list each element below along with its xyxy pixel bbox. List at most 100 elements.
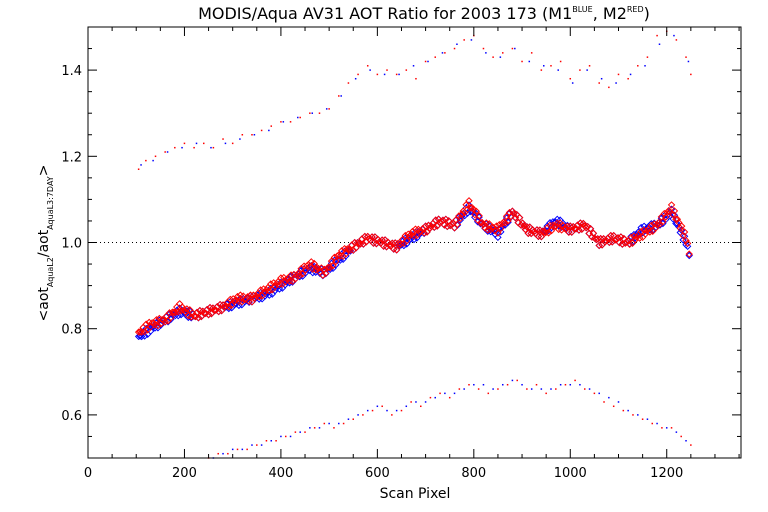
series-1-point: [194, 314, 203, 322]
series-1-point: [336, 252, 344, 260]
series-1-point: [337, 247, 346, 255]
series-2-point: [434, 56, 436, 58]
series-1-point: [246, 291, 255, 299]
series-1-point: [356, 240, 365, 248]
series-4-point: [439, 392, 441, 395]
series-4-point: [593, 392, 596, 395]
series-4-point: [381, 405, 383, 408]
series-4-point: [342, 422, 345, 425]
series-2-point: [231, 142, 234, 145]
series-4-point: [265, 440, 268, 442]
series-1-point: [637, 227, 645, 236]
series-2-point: [366, 65, 369, 67]
series-2-point: [137, 168, 140, 170]
series-1-point: [293, 271, 301, 279]
series-1-point: [676, 224, 684, 232]
series-5-point: [241, 448, 244, 451]
series-1-point: [332, 257, 340, 266]
series-1-point: [544, 229, 553, 237]
series-3-point: [514, 47, 516, 50]
series-5-point: [473, 383, 475, 386]
series-2-point: [193, 146, 195, 149]
series-1-point: [296, 271, 304, 280]
series-4-point: [313, 427, 316, 429]
series-1-point: [216, 300, 224, 309]
series-5-point: [530, 388, 533, 390]
series-5-point: [540, 388, 543, 390]
series-1-point: [161, 318, 169, 326]
series-5-point: [231, 448, 234, 451]
series-4-point: [448, 396, 451, 399]
y-tick-label: 1.2: [61, 150, 82, 165]
series-1-point: [680, 228, 689, 236]
series-1-point: [595, 241, 603, 250]
series-1-point: [685, 250, 693, 258]
series-1-point: [541, 228, 550, 237]
series-3-point: [268, 129, 270, 132]
series-2-point: [521, 60, 523, 63]
series-1-point: [285, 277, 294, 285]
series-1-point: [553, 219, 561, 227]
series-2-point: [174, 146, 176, 149]
title-sup-red: RED: [627, 5, 644, 14]
x-tick-label: 1000: [554, 466, 587, 481]
series-1-point: [320, 265, 329, 274]
series-4-point: [256, 444, 258, 446]
series-5-point: [617, 401, 620, 403]
series-1-point: [355, 239, 363, 248]
series-5-point: [415, 401, 417, 403]
series-1-point: [586, 225, 595, 233]
series-2-point: [251, 134, 253, 136]
series-3-point: [297, 116, 299, 119]
series-0-point: [410, 235, 418, 244]
series-1-point: [303, 262, 311, 270]
series-1-point: [492, 222, 501, 230]
series-1-point: [521, 225, 530, 234]
series-4-point: [680, 435, 682, 438]
series-3-point: [470, 39, 473, 41]
series-5-point: [521, 383, 523, 386]
series-1-point: [625, 240, 634, 248]
series-2-point: [579, 69, 581, 71]
series-1-point: [349, 246, 357, 254]
series-1-point: [359, 240, 368, 248]
series-5-point: [405, 405, 408, 408]
series-1-point: [311, 266, 320, 274]
series-5-point: [395, 409, 398, 412]
series-2-point: [222, 138, 224, 140]
series-3-point: [224, 142, 227, 145]
series-0-point: [137, 332, 146, 341]
series-4-point: [275, 440, 277, 442]
series-4-point: [217, 452, 219, 455]
series-1-point: [656, 220, 664, 228]
series-1-point: [235, 297, 243, 306]
x-tick-label: 400: [268, 466, 293, 481]
series-1-point: [594, 235, 602, 243]
series-2-point: [260, 129, 263, 132]
series-1-point: [137, 328, 146, 336]
series-1-point: [682, 236, 690, 245]
series-2-point: [357, 73, 359, 76]
series-2-point: [511, 47, 514, 50]
series-1-point: [255, 293, 263, 301]
series-3-point: [629, 73, 632, 76]
x-tick-label: 800: [461, 466, 486, 481]
series-1-point: [518, 219, 527, 227]
series-1-point: [523, 223, 531, 231]
series-1-point: [401, 231, 410, 240]
series-3-point: [687, 60, 690, 63]
series-3-point: [210, 146, 212, 149]
series-1-point: [265, 287, 274, 295]
series-5-point: [357, 414, 359, 416]
series-2-point: [569, 77, 572, 80]
y-tick-label: 0.8: [61, 323, 82, 338]
y-label-open: <aot: [36, 287, 52, 322]
series-4-point: [294, 431, 297, 433]
series-5-point: [289, 435, 292, 438]
series-2-point: [540, 69, 543, 71]
series-1-point: [508, 207, 517, 215]
title-mid: , M2: [593, 4, 627, 23]
series-0-point: [217, 306, 226, 315]
series-2-point: [164, 151, 166, 153]
series-2-point: [202, 142, 205, 145]
